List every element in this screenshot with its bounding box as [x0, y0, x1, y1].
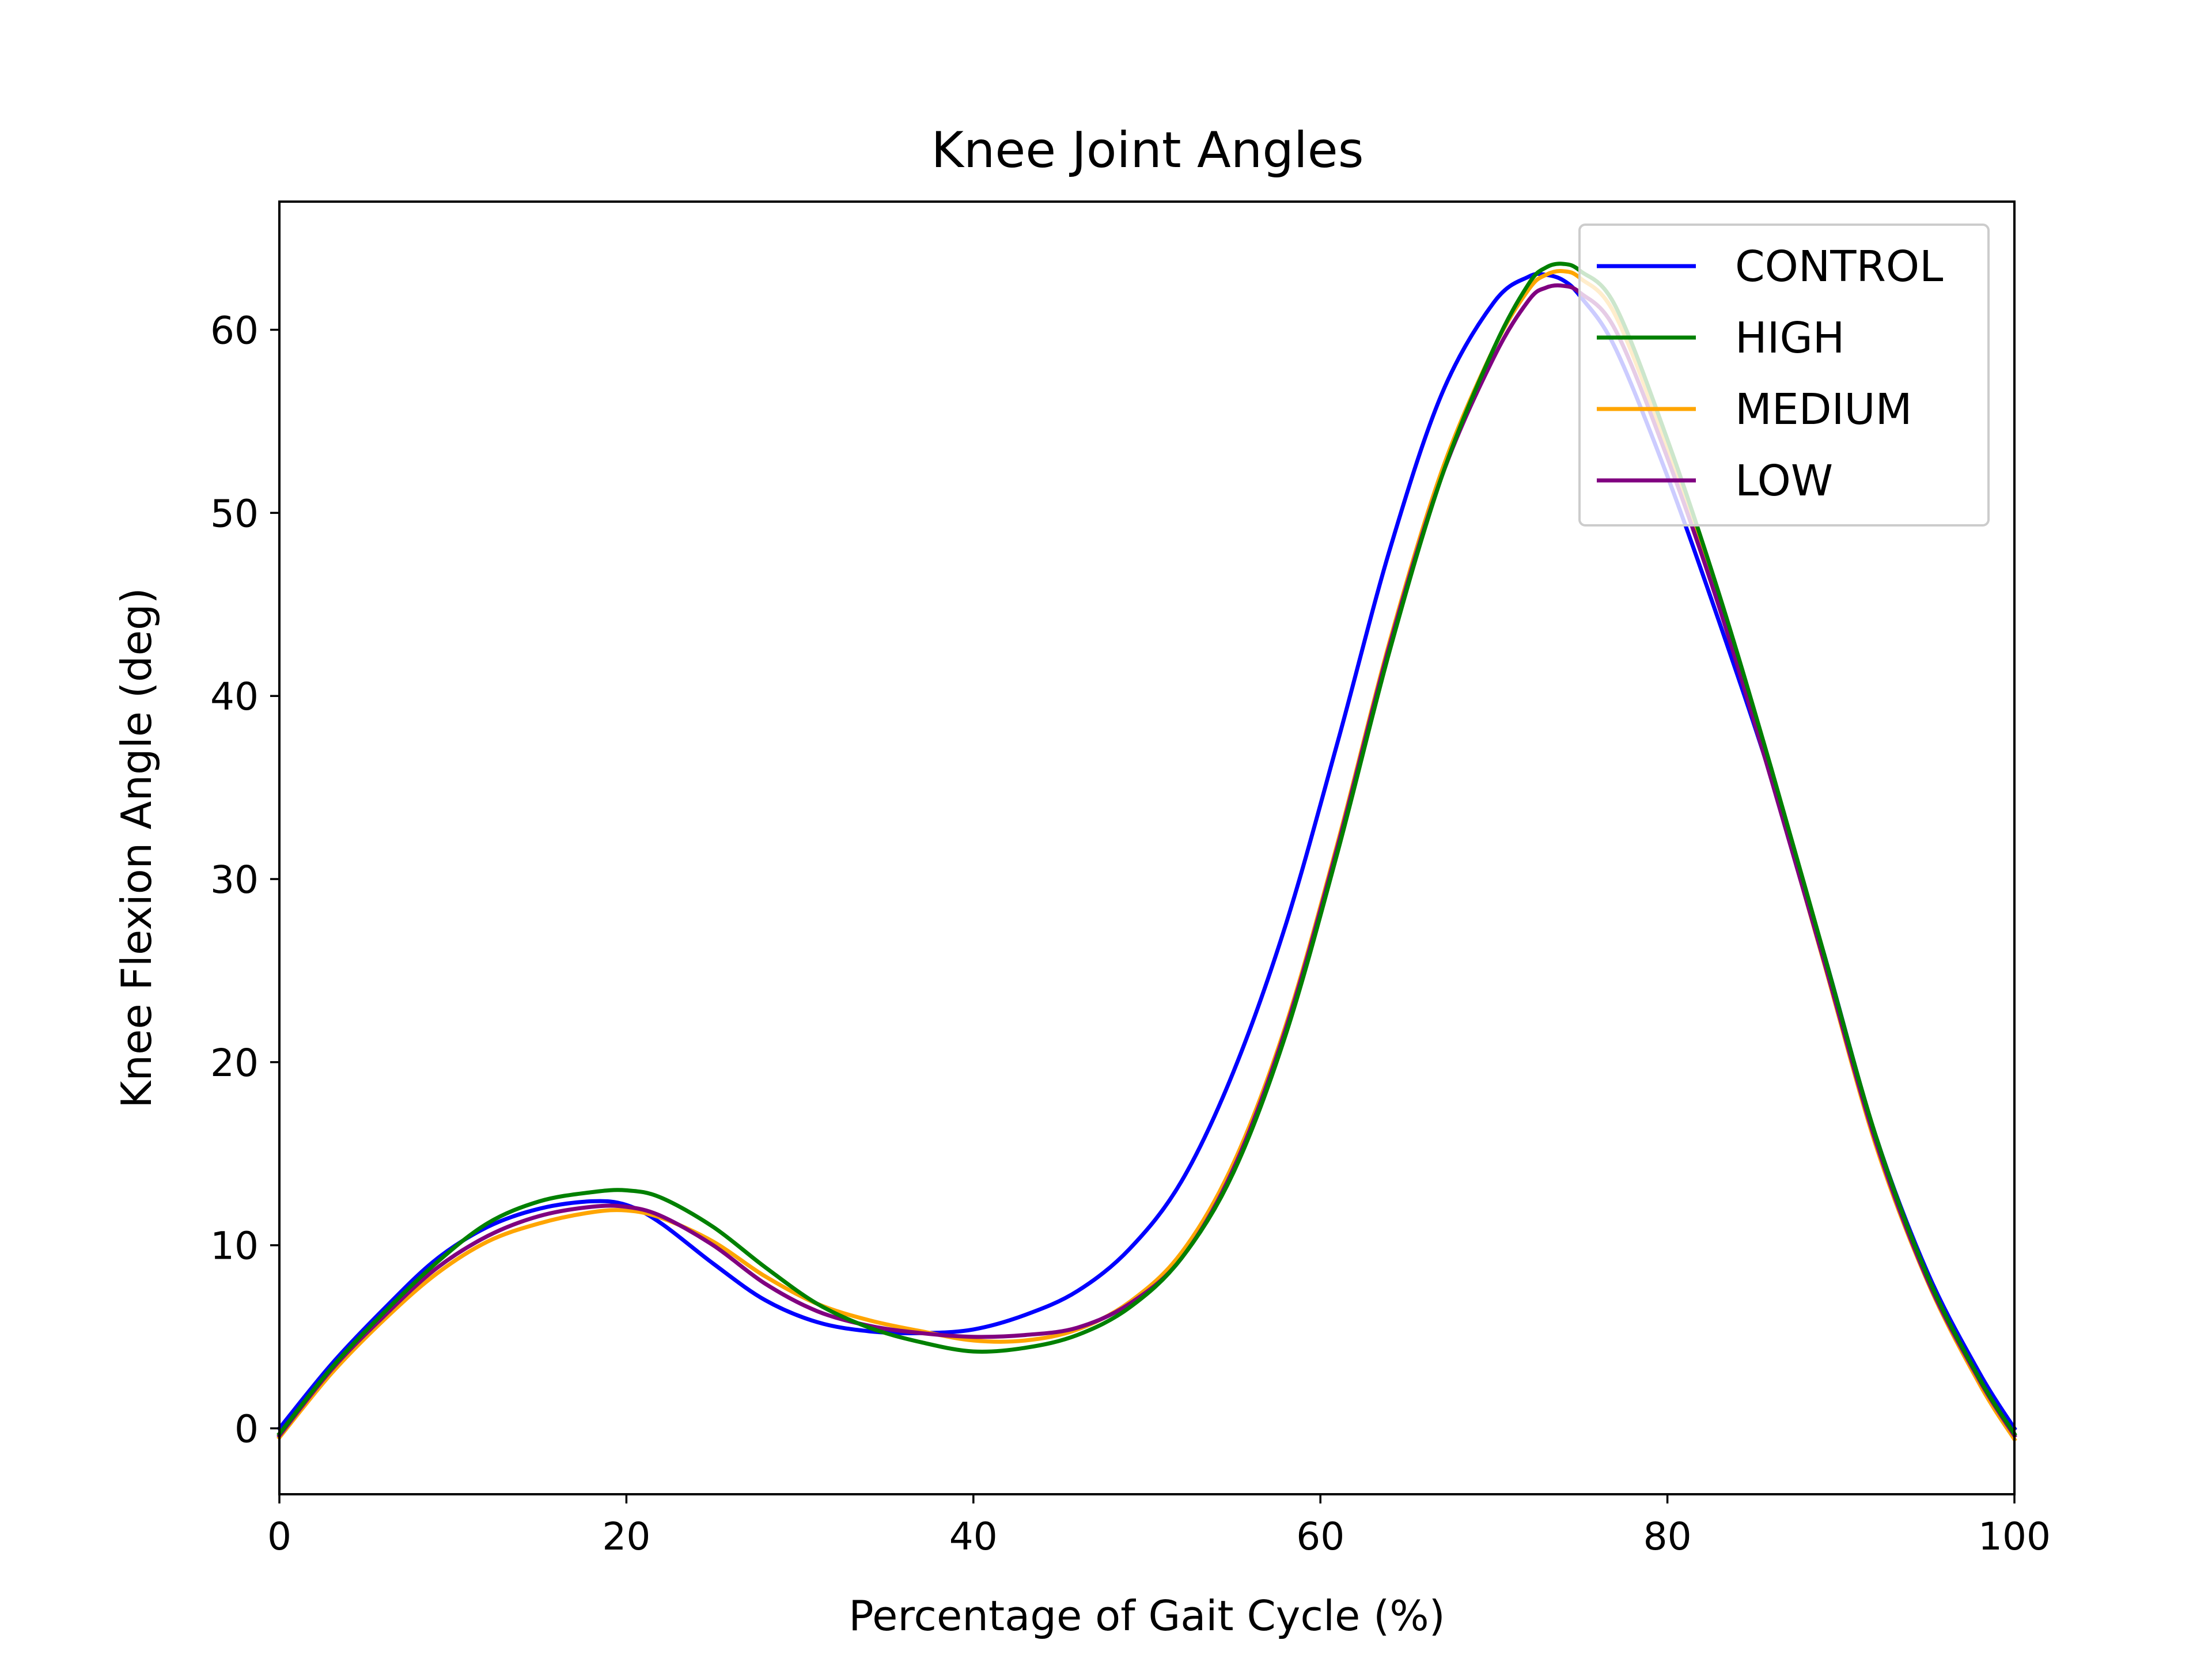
x-axis-ticks: 0 20 40 60 80 100 [267, 1494, 2051, 1559]
y-tick-label: 50 [210, 491, 259, 536]
y-tick-label: 60 [210, 308, 259, 353]
x-tick-label: 20 [602, 1514, 650, 1559]
series-line-high [276, 262, 2017, 1437]
x-tick-label: 40 [949, 1514, 998, 1559]
y-tick-label: 10 [210, 1224, 259, 1268]
y-tick-label: 0 [234, 1407, 259, 1452]
y-axis-label: Knee Flexion Angle (deg) [112, 588, 161, 1108]
y-tick-label: 20 [210, 1041, 259, 1085]
legend-label-control: CONTROL [1735, 242, 1943, 291]
x-tick-label: 100 [1978, 1514, 2051, 1559]
x-axis-label: Percentage of Gait Cycle (%) [849, 1592, 1445, 1640]
legend: CONTROL HIGH MEDIUM LOW [1578, 224, 1990, 527]
x-tick-label: 60 [1296, 1514, 1344, 1559]
y-tick-label: 30 [210, 858, 259, 902]
legend-label-low: LOW [1735, 456, 1833, 506]
legend-box [1578, 224, 1990, 527]
series-layer [276, 262, 2017, 1442]
plot-area-frame [278, 200, 2016, 1495]
y-tick-label: 40 [210, 675, 259, 719]
chart-title: Knee Joint Angles [931, 122, 1363, 179]
x-tick-label: 0 [267, 1514, 291, 1559]
y-axis-ticks: 0 10 20 30 40 50 60 [210, 308, 279, 1452]
legend-label-high: HIGH [1735, 313, 1844, 363]
legend-label-medium: MEDIUM [1735, 385, 1912, 434]
x-tick-label: 80 [1643, 1514, 1692, 1559]
